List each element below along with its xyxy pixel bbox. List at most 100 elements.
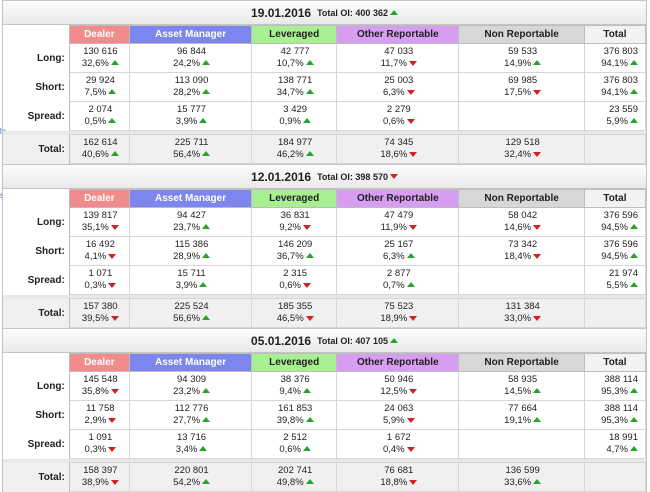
trend-up-icon (199, 446, 208, 451)
cell-long-other-reportable: 47 033 11,7% (336, 43, 460, 73)
cell-value: 225 524 (174, 301, 209, 312)
cell-percent: 19,1% (504, 415, 532, 426)
trend-down-icon (108, 418, 117, 423)
cell-long-leveraged: 42 777 10,7% (251, 43, 338, 73)
row-label-short: Short: (3, 400, 70, 430)
cell-value: 94 427 (177, 210, 207, 221)
cell-short-other-reportable: 25 167 6,3% (336, 236, 460, 266)
column-header-total: Total (583, 189, 647, 208)
trend-up-icon (305, 253, 314, 258)
row-long: Long: 130 616 32,6% 96 844 24,2% 42 777 10,7% 4… (3, 43, 647, 73)
total-oi-label: Total OI: 400 362 (317, 7, 388, 18)
cell-spread-other-reportable: 1 672 0,4% (336, 429, 460, 459)
positions-table: Dealer Asset Manager Leveraged Other Report… (3, 189, 647, 328)
cell-percent: 14,5% (504, 386, 532, 397)
trend-down-icon (533, 225, 542, 230)
cell-value: 1 672 (386, 432, 411, 443)
cell-value: 158 397 (83, 465, 118, 476)
row-short: Short: 16 492 4,1% 115 386 28,9% 146 209 36,7%… (3, 236, 647, 266)
trend-up-icon (630, 417, 638, 422)
cell-percent: 56,6% (173, 313, 201, 324)
row-spread: Spread: 1 091 0,3% 13 716 3,4% 2 512 0,6% 1 672… (3, 429, 647, 459)
cell-percent: 35,8% (81, 386, 109, 397)
cell-long-total: 388 114 95,3% (583, 371, 647, 401)
cell-value: 136 599 (505, 465, 540, 476)
cell-total-other-reportable: 74 345 18,6% (336, 134, 460, 164)
cell-value: 47 479 (384, 210, 414, 221)
cell-percent: 0,3% (84, 280, 107, 291)
cell-total-dealer: 158 397 38,9% (68, 462, 130, 492)
trend-down-icon (108, 254, 117, 259)
cell-total-dealer: 157 380 39,5% (68, 298, 130, 328)
trend-up-icon (199, 282, 208, 287)
cell-value: 58 935 (508, 374, 538, 385)
cell-value: 220 801 (174, 465, 209, 476)
report-date: 12.01.2016 (251, 169, 312, 184)
cell-value: 77 664 (508, 403, 538, 414)
cell-value: 16 492 (85, 239, 115, 250)
cell-total-total (583, 298, 647, 328)
trend-up-icon (630, 60, 638, 65)
cell-total-asset-manager: 225 524 56,6% (128, 298, 253, 328)
row-label-spread: Spread: (3, 101, 70, 131)
cell-percent: 23,2% (173, 386, 201, 397)
cell-value: 75 523 (384, 301, 414, 312)
cell-long-dealer: 145 548 35,8% (68, 371, 130, 401)
trend-up-icon (202, 89, 211, 94)
cell-percent: 35,1% (81, 222, 109, 233)
cell-percent: 94,5% (601, 222, 628, 233)
trend-up-icon (630, 388, 638, 393)
cell-percent: 54,2% (173, 477, 201, 488)
cell-short-asset-manager: 113 090 28,2% (128, 72, 253, 102)
cell-percent: 18,4% (504, 251, 532, 262)
report-title-bar: 12.01.2016 Total OI: 398 570 (3, 165, 646, 189)
cell-value: 2 074 (88, 104, 113, 115)
cell-total-asset-manager: 220 801 54,2% (128, 462, 253, 492)
trend-up-icon (202, 151, 211, 156)
cell-value: 13 716 (177, 432, 207, 443)
positions-table: Dealer Asset Manager Leveraged Other Report… (3, 25, 647, 164)
column-header-total: Total (583, 353, 647, 372)
cell-value: 2 279 (386, 104, 411, 115)
cell-percent: 24,2% (173, 58, 201, 69)
cell-long-total: 376 803 94,1% (583, 43, 647, 73)
trend-down-icon (110, 480, 119, 485)
cell-percent: 46,5% (276, 313, 304, 324)
cell-value: 3 429 (283, 104, 308, 115)
cell-spread-dealer: 1 071 0,3% (68, 265, 130, 295)
cell-total-other-reportable: 76 681 18,8% (336, 462, 460, 492)
row-label-spread: Spread: (3, 265, 70, 295)
trend-up-icon (630, 118, 638, 123)
cell-value: 112 776 (174, 403, 209, 414)
cell-long-dealer: 139 817 35,1% (68, 207, 130, 237)
column-header-asset-manager: Asset Manager (128, 25, 253, 44)
cell-value: 2 315 (283, 268, 308, 279)
trend-down-icon (305, 316, 314, 321)
cell-percent: 11,9% (380, 222, 407, 233)
cell-value: 24 063 (384, 403, 414, 414)
cell-long-dealer: 130 616 32,6% (68, 43, 130, 73)
cell-spread-total: 23 559 5,9% (583, 101, 647, 131)
header-spacer (3, 25, 70, 44)
cell-value: 58 042 (508, 210, 538, 221)
cell-total-leveraged: 184 977 46,2% (251, 134, 338, 164)
cell-percent: 28,2% (173, 87, 201, 98)
cell-value: 25 167 (384, 239, 414, 250)
trend-up-icon (110, 151, 119, 156)
cell-short-dealer: 16 492 4,1% (68, 236, 130, 266)
cell-percent: 2,9% (84, 415, 107, 426)
cell-value: 129 518 (505, 137, 540, 148)
trend-down-icon (408, 225, 417, 230)
cell-value: 36 831 (280, 210, 310, 221)
cell-value: 146 209 (278, 239, 313, 250)
header-row: Dealer Asset Manager Leveraged Other Report… (3, 353, 647, 372)
trend-up-icon (202, 388, 211, 393)
column-header-dealer: Dealer (68, 353, 130, 372)
cell-percent: 11,7% (380, 58, 407, 69)
row-total: Total: 157 380 39,5% 225 524 56,6% 185 355 46,… (3, 298, 647, 328)
cell-spread-total: 18 991 4,7% (583, 429, 647, 459)
row-label-total: Total: (3, 134, 70, 164)
cell-percent: 32,4% (504, 149, 532, 160)
cell-value: 185 355 (278, 301, 313, 312)
